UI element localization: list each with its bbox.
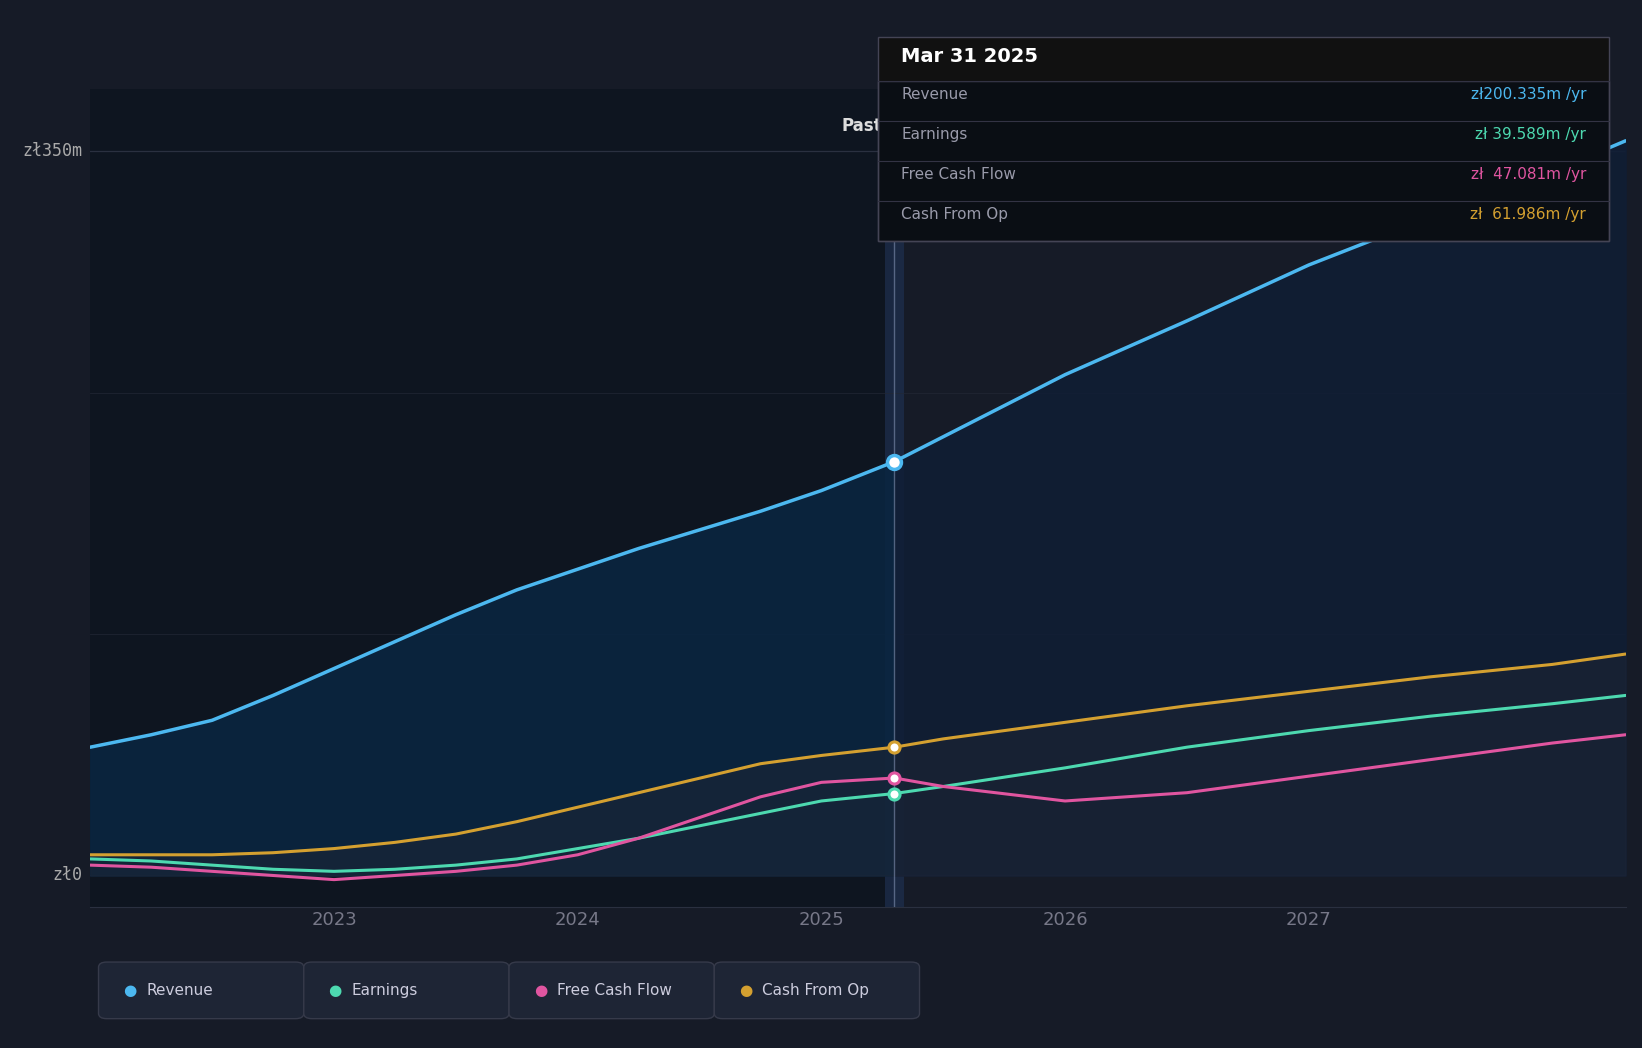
Text: zł200.335m /yr: zł200.335m /yr: [1471, 87, 1586, 103]
Text: Mar 31 2025: Mar 31 2025: [901, 47, 1038, 66]
Text: Past: Past: [842, 116, 882, 134]
Text: zł  47.081m /yr: zł 47.081m /yr: [1471, 168, 1586, 182]
Text: Revenue: Revenue: [146, 983, 213, 998]
Text: Analysts Forecasts: Analysts Forecasts: [906, 116, 1061, 134]
Text: Earnings: Earnings: [901, 127, 967, 143]
Text: ●: ●: [534, 983, 547, 998]
Text: zł  61.986m /yr: zł 61.986m /yr: [1471, 208, 1586, 222]
Text: Free Cash Flow: Free Cash Flow: [557, 983, 672, 998]
Text: zł350m: zł350m: [23, 143, 82, 160]
Text: Free Cash Flow: Free Cash Flow: [901, 168, 1016, 182]
Text: Revenue: Revenue: [901, 87, 969, 103]
Text: ●: ●: [123, 983, 136, 998]
Text: zł0: zł0: [53, 867, 82, 885]
Text: Earnings: Earnings: [351, 983, 417, 998]
Text: ●: ●: [328, 983, 342, 998]
Text: zł 39.589m /yr: zł 39.589m /yr: [1475, 127, 1586, 143]
Text: ●: ●: [739, 983, 752, 998]
Text: Cash From Op: Cash From Op: [901, 208, 1008, 222]
Text: Cash From Op: Cash From Op: [762, 983, 869, 998]
Bar: [885, 89, 905, 907]
Bar: [895, 89, 1626, 907]
Bar: [90, 89, 895, 907]
